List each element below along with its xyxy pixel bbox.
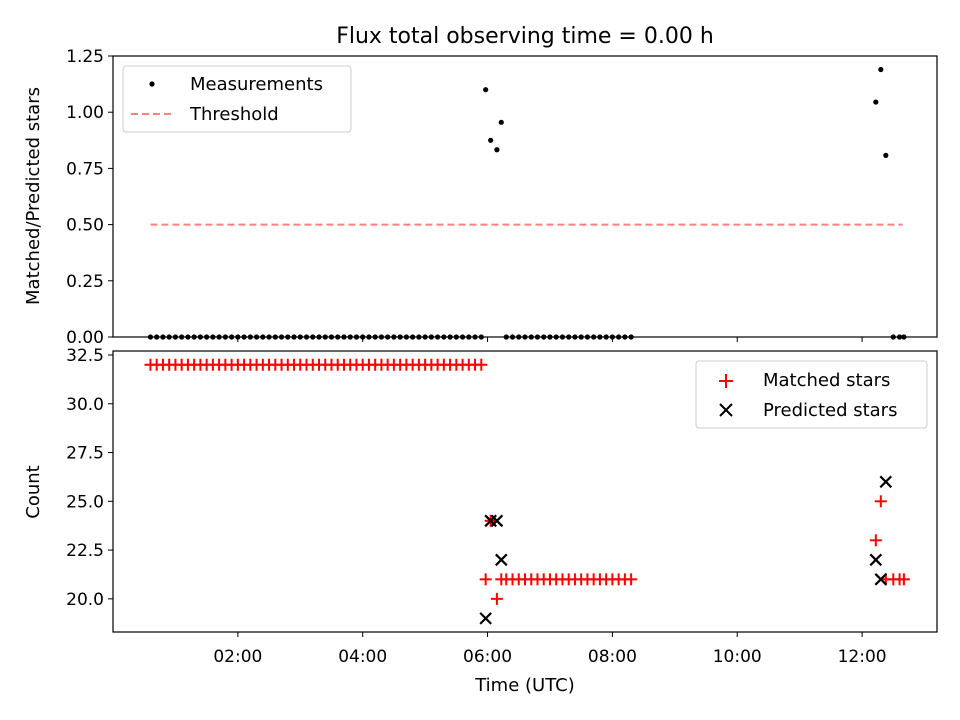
chart-title: Flux total observing time = 0.00 h bbox=[336, 24, 714, 49]
predicted-star-point bbox=[869, 553, 883, 567]
legend-label-measurements: Measurements bbox=[190, 74, 323, 95]
matched-star-point bbox=[490, 592, 503, 605]
top-axes-frame bbox=[112, 55, 938, 338]
legend-marker-measurements bbox=[149, 81, 155, 87]
bottom-x-tick-label: 10:00 bbox=[713, 647, 762, 667]
top-legend-box bbox=[122, 65, 352, 133]
bottom-x-ticks: 02:00 04:00 06:00 08:00 10:00 12:00 bbox=[213, 632, 887, 667]
measurement-point bbox=[488, 137, 494, 143]
bottom-legend: Matched stars Predicted stars bbox=[695, 360, 928, 429]
matched-star-point bbox=[475, 358, 488, 371]
measurement-point bbox=[883, 152, 889, 158]
bottom-y-tick-label: 27.5 bbox=[66, 444, 104, 464]
top-x-ticks bbox=[237, 337, 863, 342]
matched-star-point bbox=[874, 495, 887, 508]
predicted-star-point bbox=[495, 553, 508, 567]
measurement-point bbox=[498, 119, 504, 125]
top-y-tick-label: 1.00 bbox=[66, 103, 104, 123]
legend-marker-predicted bbox=[719, 403, 733, 417]
top-y-tick-label: 0.25 bbox=[66, 272, 104, 292]
bottom-panel: 20.0 22.5 25.0 27.5 30.0 32.5 02:00 04:00 06:00… bbox=[23, 346, 938, 696]
bottom-marks bbox=[144, 358, 910, 625]
legend-label-matched: Matched stars bbox=[763, 370, 890, 391]
bottom-x-tick-label: 12:00 bbox=[838, 647, 887, 667]
top-y-ticks: 0.00 0.25 0.50 0.75 1.00 1.25 bbox=[66, 47, 113, 348]
bottom-y-ticks: 20.0 22.5 25.0 27.5 30.0 32.5 bbox=[66, 346, 113, 610]
bottom-y-tick-label: 20.0 bbox=[66, 590, 104, 610]
matched-star-point bbox=[479, 573, 492, 586]
top-y-tick-label: 1.25 bbox=[66, 47, 104, 67]
bottom-x-tick-label: 02:00 bbox=[213, 647, 262, 667]
bottom-x-tick-label: 08:00 bbox=[588, 647, 637, 667]
predicted-star-point bbox=[874, 573, 888, 586]
top-y-axis-label: Matched/Predicted stars bbox=[23, 87, 44, 305]
bottom-y-tick-label: 22.5 bbox=[66, 541, 104, 561]
bottom-x-tick-label: 06:00 bbox=[463, 647, 512, 667]
measurement-point bbox=[494, 147, 500, 153]
predicted-star-point bbox=[879, 475, 893, 489]
bottom-y-tick-label: 30.0 bbox=[66, 395, 104, 415]
bottom-y-tick-label: 25.0 bbox=[66, 492, 104, 512]
predicted-star-point bbox=[479, 612, 492, 625]
x-axis-label: Time (UTC) bbox=[474, 675, 575, 696]
top-panel: 0.00 0.25 0.50 0.75 1.00 1.25 Matched/Predict… bbox=[23, 47, 938, 348]
bottom-legend-box bbox=[695, 360, 928, 429]
matched-star-point bbox=[625, 573, 638, 586]
bottom-y-axis-label: Count bbox=[23, 465, 44, 518]
legend-label-threshold: Threshold bbox=[189, 104, 279, 125]
measurement-point bbox=[483, 87, 489, 93]
matched-star-point bbox=[869, 534, 882, 547]
top-y-tick-label: 0.75 bbox=[66, 159, 104, 179]
top-y-tick-label: 0.00 bbox=[66, 328, 104, 348]
legend-label-predicted: Predicted stars bbox=[763, 400, 897, 421]
legend-marker-matched bbox=[719, 374, 733, 388]
measurement-point bbox=[878, 66, 884, 73]
top-legend: Measurements Threshold bbox=[122, 65, 352, 133]
measurement-point bbox=[873, 99, 879, 105]
predicted-star-point bbox=[490, 514, 504, 528]
bottom-axes-frame bbox=[112, 350, 938, 633]
matched-star-point bbox=[897, 573, 910, 586]
bottom-y-tick-label: 32.5 bbox=[66, 346, 104, 366]
bottom-x-tick-label: 04:00 bbox=[338, 647, 387, 667]
top-y-tick-label: 0.50 bbox=[66, 216, 104, 236]
